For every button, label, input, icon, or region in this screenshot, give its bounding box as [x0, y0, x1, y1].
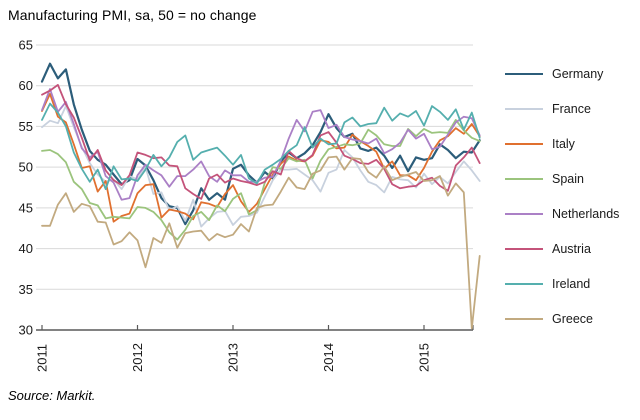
legend-item-netherlands: Netherlands: [505, 196, 635, 231]
x-tick-label-2011: 2011: [35, 344, 50, 372]
legend-label-austria: Austria: [552, 241, 591, 256]
x-tick-label-2015: 2015: [417, 343, 432, 372]
legend: Germany France Italy Spain Netherlands Austri…: [505, 56, 635, 336]
legend-swatch-spain: [505, 177, 543, 180]
series-line-ireland: [41, 102, 481, 191]
legend-item-ireland: Ireland: [505, 266, 635, 301]
legend-swatch-ireland: [505, 282, 543, 285]
legend-swatch-austria: [505, 247, 543, 250]
legend-swatch-netherlands: [505, 212, 543, 215]
legend-label-italy: Italy: [552, 136, 575, 151]
y-tick-label-30: 30: [19, 323, 33, 338]
chart-title: Manufacturing PMI, sa, 50 = no change: [8, 7, 257, 23]
series-line-netherlands: [41, 88, 481, 201]
y-tick-label-60: 60: [19, 78, 33, 93]
legend-label-ireland: Ireland: [552, 276, 591, 291]
x-tick-label-2014: 2014: [321, 343, 336, 372]
y-tick-label-40: 40: [19, 241, 33, 256]
legend-label-spain: Spain: [552, 171, 584, 186]
legend-swatch-germany: [505, 72, 543, 75]
series-line-austria: [41, 84, 481, 200]
legend-label-france: France: [552, 101, 591, 116]
legend-item-spain: Spain: [505, 161, 635, 196]
x-tick-label-2013: 2013: [226, 343, 241, 372]
y-tick-label-55: 55: [19, 119, 33, 134]
legend-item-italy: Italy: [505, 126, 635, 161]
legend-swatch-france: [505, 107, 543, 110]
series-line-greece: [41, 155, 481, 330]
series-line-germany: [40, 62, 481, 226]
y-tick-label-35: 35: [19, 282, 33, 297]
legend-item-greece: Greece: [505, 301, 635, 336]
legend-label-germany: Germany: [552, 66, 604, 81]
legend-item-france: France: [505, 91, 635, 126]
legend-swatch-italy: [505, 142, 543, 145]
legend-item-germany: Germany: [505, 56, 635, 91]
x-tick-label-2012: 2012: [130, 343, 145, 372]
legend-label-netherlands: Netherlands: [552, 206, 620, 221]
legend-label-greece: Greece: [552, 311, 593, 326]
y-tick-label-50: 50: [19, 160, 33, 175]
legend-item-austria: Austria: [505, 231, 635, 266]
source-note: Source: Markit.: [8, 388, 96, 403]
y-tick-label-45: 45: [19, 200, 33, 215]
legend-swatch-greece: [505, 317, 543, 320]
y-tick-label-65: 65: [19, 38, 33, 53]
